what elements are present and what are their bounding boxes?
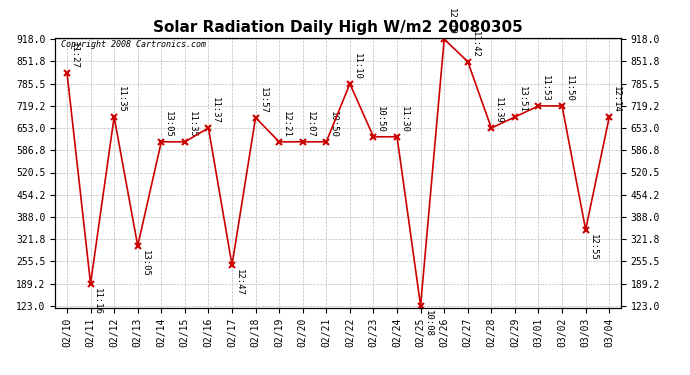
- Text: 12:14: 12:14: [612, 86, 621, 113]
- Text: 11:27: 11:27: [70, 42, 79, 69]
- Text: 12:21: 12:21: [282, 111, 291, 138]
- Text: 13:05: 13:05: [164, 111, 173, 138]
- Text: 10:08: 10:08: [424, 310, 433, 337]
- Text: 13:57: 13:57: [258, 87, 267, 114]
- Text: 11:30: 11:30: [400, 106, 408, 133]
- Text: 10:50: 10:50: [329, 111, 338, 138]
- Text: 11:50: 11:50: [565, 75, 574, 102]
- Text: 11:39: 11:39: [494, 97, 503, 124]
- Text: 12:07: 12:07: [306, 111, 315, 138]
- Text: 12:19: 12:19: [447, 8, 456, 35]
- Text: 11:42: 11:42: [471, 31, 480, 57]
- Text: 11:35: 11:35: [117, 86, 126, 113]
- Text: 11:10: 11:10: [353, 53, 362, 80]
- Text: 11:37: 11:37: [211, 97, 220, 124]
- Title: Solar Radiation Daily High W/m2 20080305: Solar Radiation Daily High W/m2 20080305: [153, 20, 523, 35]
- Text: Copyright 2008 Cartronics.com: Copyright 2008 Cartronics.com: [61, 40, 206, 49]
- Text: 12:47: 12:47: [235, 269, 244, 296]
- Text: 11:53: 11:53: [541, 75, 550, 102]
- Text: 13:05: 13:05: [141, 250, 150, 277]
- Text: 13:51: 13:51: [518, 86, 526, 113]
- Text: 11:16: 11:16: [93, 288, 102, 315]
- Text: 10:50: 10:50: [376, 106, 385, 133]
- Text: 11:35: 11:35: [188, 111, 197, 138]
- Text: 12:55: 12:55: [589, 234, 598, 261]
